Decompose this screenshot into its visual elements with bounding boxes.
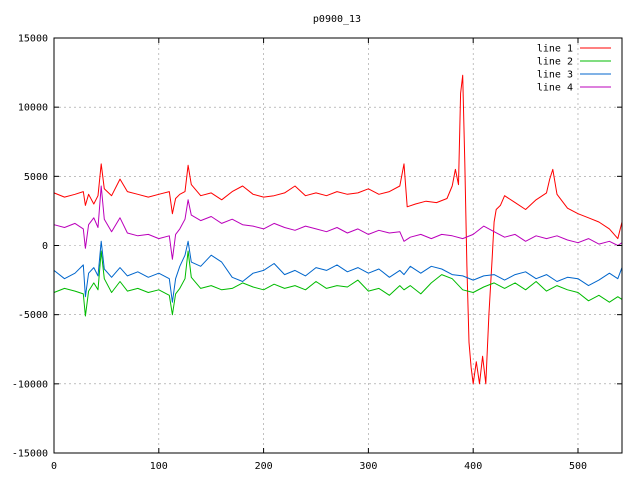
grid <box>54 38 622 453</box>
series-line-2 <box>53 250 623 317</box>
legend-label-2: line 2 <box>537 57 573 68</box>
legend-label-1: line 1 <box>537 44 573 55</box>
x-tick-label: 200 <box>255 461 273 472</box>
axes: -15000 -10000 -5000 0 5000 10000 15000 0 100 200 3… <box>12 34 622 472</box>
x-tick-label: 300 <box>359 461 377 472</box>
y-tick-label: 15000 <box>18 34 48 45</box>
y-tick-label: 5000 <box>24 172 48 183</box>
series-line-4 <box>53 185 623 260</box>
series-line-1 <box>53 74 623 385</box>
legend-label-4: line 4 <box>537 83 573 94</box>
y-tick-label: -15000 <box>12 449 48 460</box>
x-tick-label: 400 <box>464 461 482 472</box>
series-lines <box>53 74 623 385</box>
y-tick-label: -10000 <box>12 379 48 390</box>
y-tick-label: -5000 <box>18 310 48 321</box>
chart-title: p0900_13 <box>313 14 361 25</box>
y-tick-label: 0 <box>42 241 48 252</box>
x-tick-label: 500 <box>569 461 587 472</box>
series-line-3 <box>53 240 623 303</box>
x-tick-label: 100 <box>150 461 168 472</box>
x-tick-label: 0 <box>51 461 57 472</box>
legend-label-3: line 3 <box>537 70 573 81</box>
y-tick-label: 10000 <box>18 103 48 114</box>
legend: line 1 line 2 line 3 line 4 <box>537 44 611 94</box>
